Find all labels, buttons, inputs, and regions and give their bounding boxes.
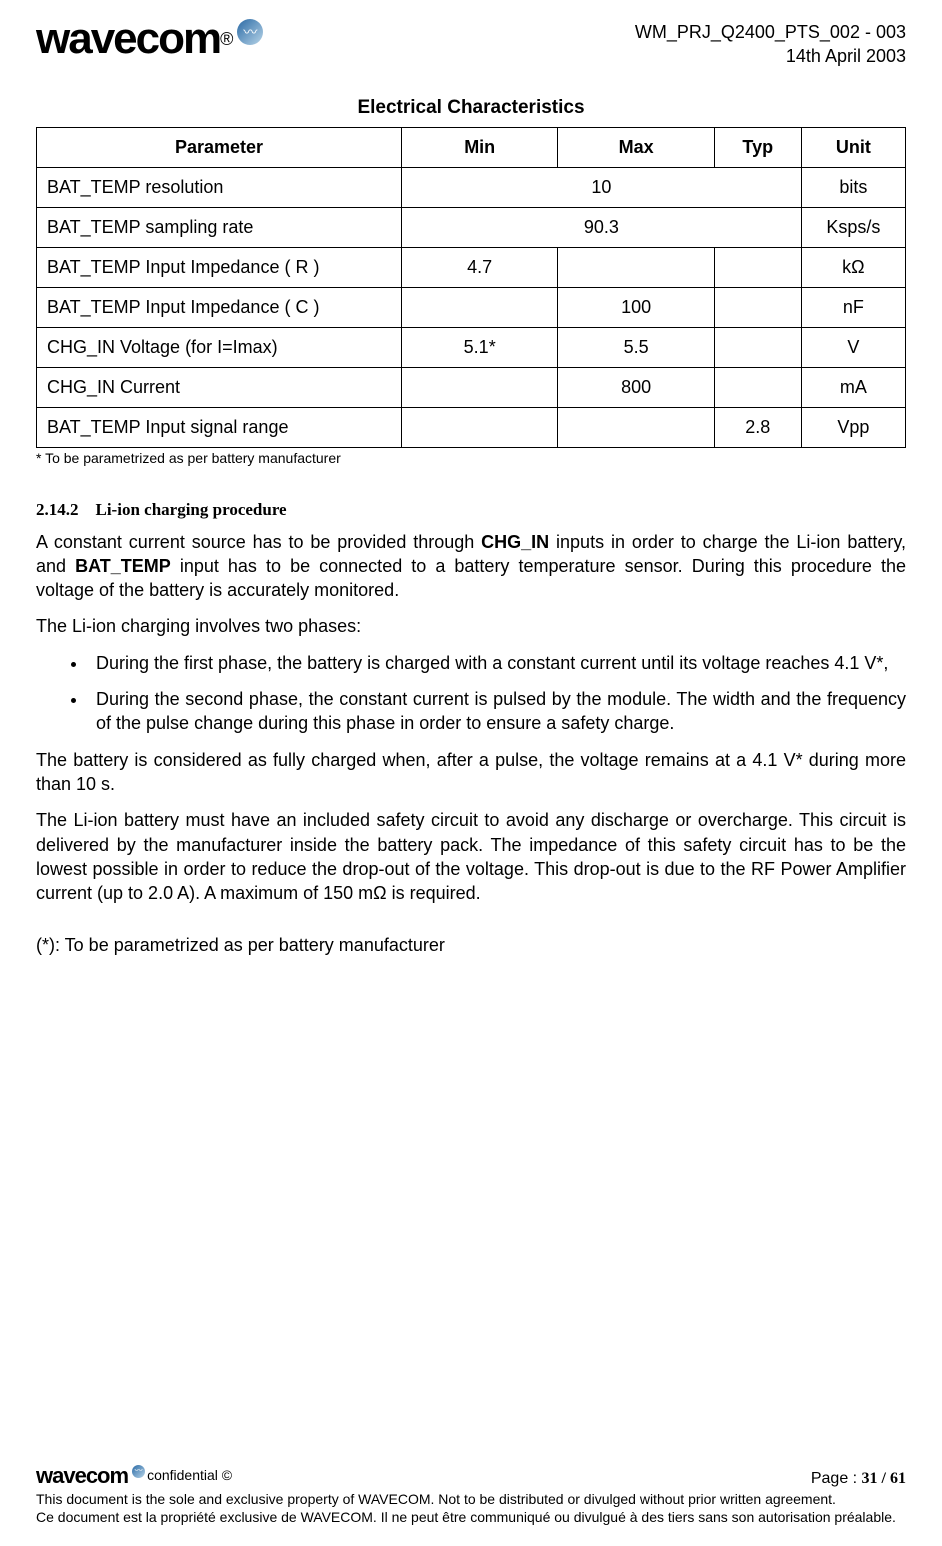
table-row: BAT_TEMP sampling rate90.3Ksps/s [37, 207, 906, 247]
list-item: During the first phase, the battery is c… [88, 651, 906, 675]
table-header-row: ParameterMinMaxTypUnit [37, 127, 906, 167]
cell-typ [714, 327, 801, 367]
footer-wave-icon: 〰 [132, 1465, 145, 1478]
cell-min: 5.1* [401, 327, 557, 367]
document-meta: WM_PRJ_Q2400_PTS_002 - 003 14th April 20… [635, 20, 906, 69]
table-row: BAT_TEMP Input Impedance ( C ) 100 nF [37, 287, 906, 327]
list-item: During the second phase, the constant cu… [88, 687, 906, 736]
wave-icon: 〰 [237, 19, 263, 45]
cell-parameter: CHG_IN Current [37, 367, 402, 407]
page-header: wavecom ® 〰 WM_PRJ_Q2400_PTS_002 - 003 1… [36, 20, 906, 69]
cell-max [558, 247, 714, 287]
page-footer: wavecom 〰 confidential © Page : 31 / 61 … [36, 1462, 906, 1527]
footer-line-fr: Ce document est la propriété exclusive d… [36, 1509, 906, 1527]
table-column-header: Typ [714, 127, 801, 167]
cell-typ [714, 287, 801, 327]
wavecom-logo: wavecom ® 〰 [36, 14, 263, 64]
cell-max: 100 [558, 287, 714, 327]
electrical-characteristics-table: ParameterMinMaxTypUnit BAT_TEMP resoluti… [36, 127, 906, 448]
footer-top-row: wavecom 〰 confidential © Page : 31 / 61 [36, 1462, 906, 1490]
footer-logo: wavecom 〰 confidential © [36, 1462, 232, 1490]
cell-unit: Vpp [801, 407, 905, 447]
cell-unit: V [801, 327, 905, 367]
table-footnote: * To be parametrized as per battery manu… [36, 450, 906, 466]
cell-max: 5.5 [558, 327, 714, 367]
confidential-text: confidential © [147, 1467, 232, 1485]
cell-typ [714, 247, 801, 287]
cell-unit: mA [801, 367, 905, 407]
paragraph-4: The Li-ion battery must have an included… [36, 808, 906, 905]
cell-parameter: CHG_IN Voltage (for I=Imax) [37, 327, 402, 367]
cell-typ: 2.8 [714, 407, 801, 447]
cell-parameter: BAT_TEMP Input signal range [37, 407, 402, 447]
cell-parameter: BAT_TEMP sampling rate [37, 207, 402, 247]
cell-value: 10 [401, 167, 801, 207]
paragraph-2: The Li-ion charging involves two phases: [36, 614, 906, 638]
table-row: BAT_TEMP resolution10bits [37, 167, 906, 207]
paragraph-1: A constant current source has to be prov… [36, 530, 906, 603]
cell-parameter: BAT_TEMP Input Impedance ( C ) [37, 287, 402, 327]
footer-logo-text: wavecom [36, 1462, 128, 1490]
doc-date: 14th April 2003 [635, 44, 906, 68]
cell-unit: Ksps/s [801, 207, 905, 247]
cell-min [401, 287, 557, 327]
subsection-number: 2.14.2 [36, 500, 79, 519]
cell-min [401, 367, 557, 407]
logo-text: wavecom [36, 14, 220, 64]
cell-value: 90.3 [401, 207, 801, 247]
cell-unit: bits [801, 167, 905, 207]
cell-unit: nF [801, 287, 905, 327]
cell-min [401, 407, 557, 447]
table-row: BAT_TEMP Input signal range 2.8Vpp [37, 407, 906, 447]
cell-parameter: BAT_TEMP Input Impedance ( R ) [37, 247, 402, 287]
cell-max [558, 407, 714, 447]
cell-max: 800 [558, 367, 714, 407]
paragraph-5: (*): To be parametrized as per battery m… [36, 933, 906, 957]
cell-parameter: BAT_TEMP resolution [37, 167, 402, 207]
phase-list: During the first phase, the battery is c… [36, 651, 906, 736]
table-title: Electrical Characteristics [36, 97, 906, 119]
document-page: wavecom ® 〰 WM_PRJ_Q2400_PTS_002 - 003 1… [0, 0, 942, 1546]
table-column-header: Unit [801, 127, 905, 167]
page-number: Page : 31 / 61 [811, 1469, 906, 1489]
cell-unit: kΩ [801, 247, 905, 287]
footer-line-en: This document is the sole and exclusive … [36, 1491, 906, 1509]
logo-registered: ® [220, 29, 233, 50]
doc-reference: WM_PRJ_Q2400_PTS_002 - 003 [635, 20, 906, 44]
table-column-header: Max [558, 127, 714, 167]
table-column-header: Parameter [37, 127, 402, 167]
cell-min: 4.7 [401, 247, 557, 287]
paragraph-3: The battery is considered as fully charg… [36, 748, 906, 797]
subsection-title: Li-ion charging procedure [96, 500, 287, 519]
table-row: CHG_IN Voltage (for I=Imax)5.1*5.5 V [37, 327, 906, 367]
table-row: BAT_TEMP Input Impedance ( R )4.7 kΩ [37, 247, 906, 287]
table-column-header: Min [401, 127, 557, 167]
cell-typ [714, 367, 801, 407]
subsection-heading: 2.14.2 Li-ion charging procedure [36, 500, 906, 520]
table-row: CHG_IN Current 800 mA [37, 367, 906, 407]
table-body: BAT_TEMP resolution10bitsBAT_TEMP sampli… [37, 167, 906, 447]
